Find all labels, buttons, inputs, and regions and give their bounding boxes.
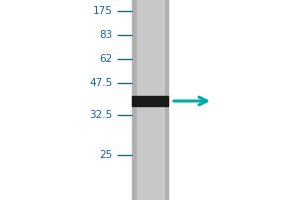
Text: 47.5: 47.5 [89, 78, 112, 88]
Text: 175: 175 [93, 6, 112, 16]
Text: 32.5: 32.5 [89, 110, 112, 120]
Bar [132, 96, 168, 106]
Text: 25: 25 [99, 150, 112, 160]
Text: 62: 62 [99, 54, 112, 64]
Text: 83: 83 [99, 30, 112, 40]
Bar [132, 0, 168, 200]
Bar [136, 0, 164, 200]
